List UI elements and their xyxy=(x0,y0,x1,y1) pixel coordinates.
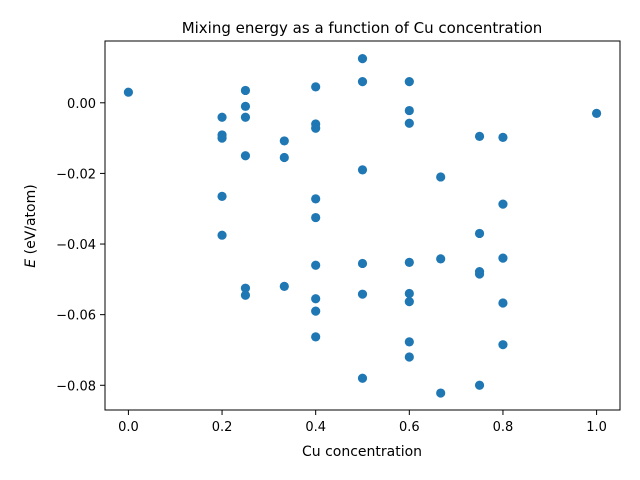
data-point-48 xyxy=(498,199,508,209)
x-tick-label: 0.0 xyxy=(118,420,139,435)
data-point-47 xyxy=(498,132,508,142)
data-point-29 xyxy=(357,289,368,299)
data-point-40 xyxy=(436,254,446,264)
y-tick-label: 0.00 xyxy=(67,97,96,112)
y-axis-label-unit: (eV/atom) xyxy=(23,184,39,259)
data-point-43 xyxy=(474,228,485,239)
chart-title: Mixing energy as a function of Cu concen… xyxy=(182,19,543,37)
data-point-4 xyxy=(217,133,227,143)
y-tick-label: −0.08 xyxy=(56,379,96,394)
data-point-5 xyxy=(217,191,227,201)
y-axis-label-variable: E xyxy=(23,259,39,268)
plot-frame xyxy=(104,40,621,411)
data-point-12 xyxy=(240,290,251,300)
data-point-10 xyxy=(240,151,251,161)
data-point-7 xyxy=(240,85,251,96)
data-point-9 xyxy=(240,112,251,122)
data-point-23 xyxy=(311,306,321,316)
y-tick-label: −0.02 xyxy=(56,167,96,182)
y-tick-label: −0.04 xyxy=(56,238,96,253)
data-point-20 xyxy=(311,212,321,223)
data-point-31 xyxy=(404,77,414,87)
x-tick-label: 1.0 xyxy=(586,420,607,435)
x-tick-label: 0.8 xyxy=(493,420,514,435)
data-point-24 xyxy=(311,332,321,342)
data-point-46 xyxy=(474,380,485,390)
data-point-32 xyxy=(404,105,414,116)
data-point-6 xyxy=(217,230,227,240)
x-tick-label: 0.2 xyxy=(212,420,233,435)
data-point-21 xyxy=(311,260,321,270)
data-point-11 xyxy=(240,283,251,293)
x-axis-ticks: 0.0 0.2 0.4 0.6 0.8 1.0 xyxy=(118,410,607,435)
data-point-14 xyxy=(279,152,289,163)
data-point-51 xyxy=(498,340,508,350)
data-point-34 xyxy=(404,257,414,267)
y-axis-ticks: 0.00 −0.02 −0.04 −0.06 −0.08 xyxy=(56,97,105,394)
data-point-27 xyxy=(357,165,368,175)
data-points xyxy=(123,54,602,398)
y-tick-label: −0.06 xyxy=(56,309,96,324)
data-point-30 xyxy=(357,373,368,383)
data-point-49 xyxy=(498,253,508,263)
data-point-1 xyxy=(123,87,134,97)
data-point-41 xyxy=(436,388,446,398)
data-point-16 xyxy=(311,82,321,92)
data-point-52 xyxy=(591,108,602,118)
data-point-18 xyxy=(311,123,321,133)
data-point-8 xyxy=(240,101,251,111)
data-point-15 xyxy=(279,281,289,292)
data-point-2 xyxy=(217,112,227,122)
data-point-37 xyxy=(404,337,414,347)
data-point-26 xyxy=(357,77,368,87)
data-point-50 xyxy=(498,298,508,308)
data-point-35 xyxy=(404,288,414,299)
data-point-19 xyxy=(311,194,321,204)
data-point-13 xyxy=(279,136,289,146)
x-tick-label: 0.6 xyxy=(399,420,420,435)
data-point-33 xyxy=(404,118,414,128)
y-axis-label: E (eV/atom) xyxy=(23,184,39,267)
data-point-36 xyxy=(404,297,414,307)
x-axis-label: Cu concentration xyxy=(302,444,422,460)
data-point-28 xyxy=(357,258,368,269)
data-point-42 xyxy=(474,131,485,141)
data-point-25 xyxy=(357,54,368,64)
data-point-22 xyxy=(311,294,321,304)
data-point-39 xyxy=(436,172,446,182)
data-point-38 xyxy=(404,352,414,362)
x-tick-label: 0.4 xyxy=(305,420,326,435)
data-point-45 xyxy=(474,269,485,279)
